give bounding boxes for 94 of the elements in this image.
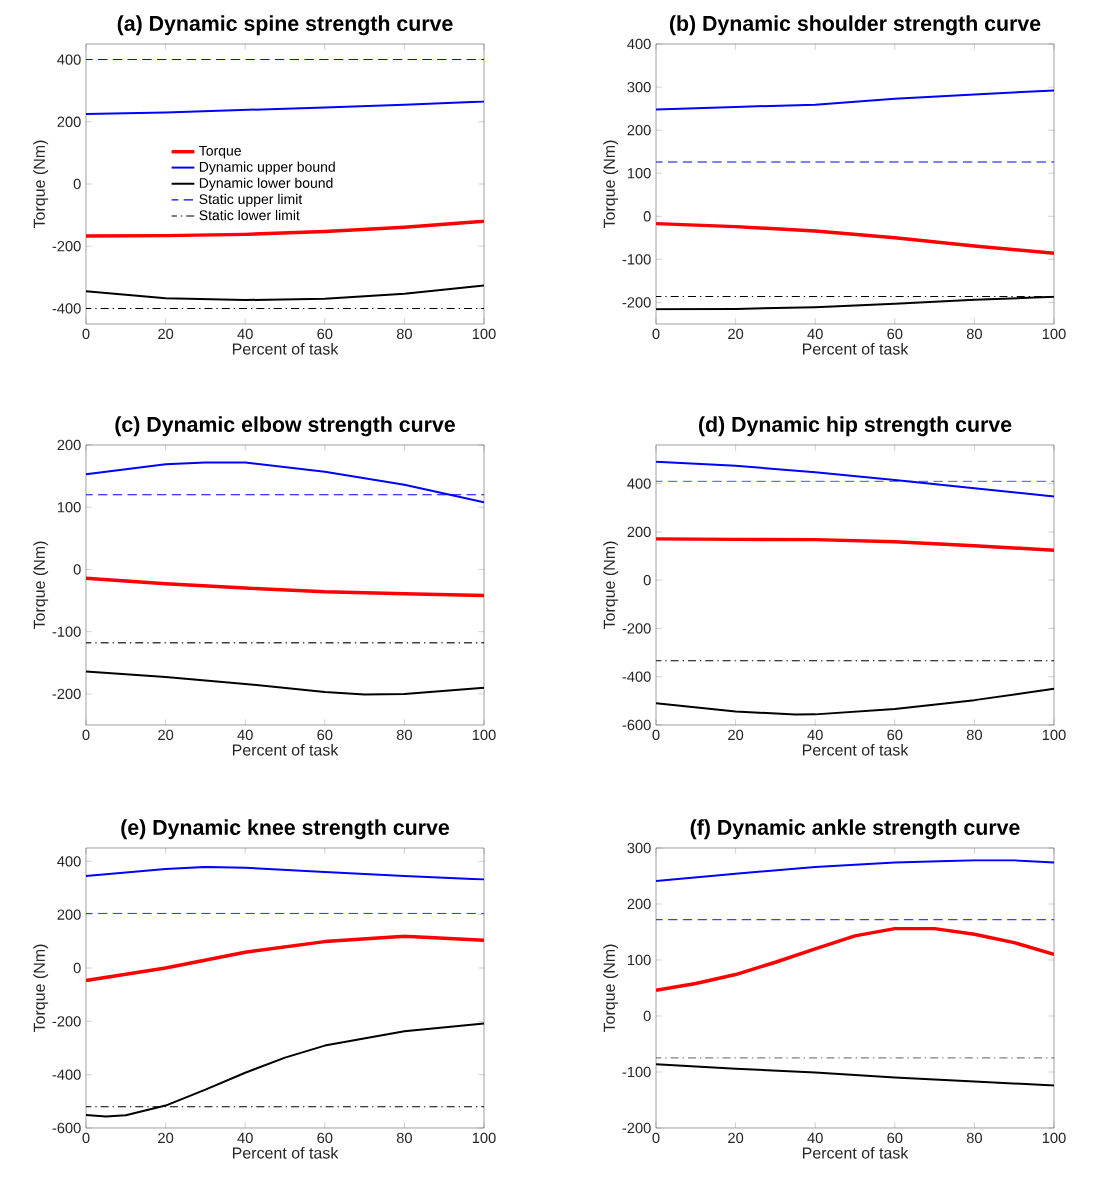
x-tick-label: 40 <box>237 729 253 741</box>
x-tick-label: 40 <box>807 729 823 741</box>
x-tick-label: 0 <box>82 1132 90 1144</box>
x-axis-title: Percent of task <box>232 1146 339 1159</box>
x-tick-label: 40 <box>807 328 823 340</box>
x-tick-label: 60 <box>317 328 333 340</box>
chart-title: (c) Dynamic elbow strength curve <box>115 416 455 437</box>
x-tick-label: 80 <box>396 1132 412 1144</box>
y-tick-label: -200 <box>52 241 81 252</box>
chart-title: (b) Dynamic shoulder strength curve <box>669 15 1041 36</box>
legend-label: Dynamic upper bound <box>199 161 335 175</box>
y-tick-label: -200 <box>52 1016 81 1027</box>
y-axis-title: Torque (Nm) <box>33 944 49 1033</box>
y-tick-label: 400 <box>627 478 651 489</box>
y-tick-label: 300 <box>627 842 651 854</box>
y-tick-label: 400 <box>57 856 81 867</box>
y-tick-label: -100 <box>622 254 651 265</box>
x-axis-title: Percent of task <box>232 342 339 355</box>
chart-title: (a) Dynamic spine strength curve <box>117 15 453 36</box>
x-tick-label: 100 <box>472 729 496 741</box>
x-tick-label: 0 <box>652 1132 660 1144</box>
x-tick-label: 60 <box>887 328 903 340</box>
y-tick-label: 100 <box>627 168 651 179</box>
x-tick-label: 100 <box>1042 729 1066 741</box>
x-tick-label: 60 <box>317 729 333 741</box>
x-tick-label: 40 <box>237 1132 253 1144</box>
x-axis-title: Percent of task <box>802 342 909 355</box>
x-axis-title: Percent of task <box>232 743 339 756</box>
x-tick-label: 100 <box>472 328 496 340</box>
y-tick-label: 200 <box>57 116 81 127</box>
y-tick-label: 0 <box>73 962 81 974</box>
y-tick-label: -600 <box>622 719 651 731</box>
y-tick-label: 100 <box>57 502 81 513</box>
y-tick-label: -600 <box>52 1122 81 1134</box>
legend-label: Static upper limit <box>199 193 303 207</box>
y-tick-label: 200 <box>57 439 81 451</box>
y-tick-label: -200 <box>622 623 651 634</box>
y-tick-label: 0 <box>643 574 651 586</box>
y-tick-label: -200 <box>622 297 651 308</box>
y-axis-title: Torque (Nm) <box>33 541 49 630</box>
x-tick-label: 20 <box>158 328 174 340</box>
y-axis-title: Torque (Nm) <box>603 541 619 630</box>
x-tick-label: 100 <box>1042 328 1066 340</box>
x-tick-label: 60 <box>317 1132 333 1144</box>
x-tick-label: 60 <box>887 1132 903 1144</box>
y-tick-label: -200 <box>52 688 81 700</box>
x-tick-label: 80 <box>966 729 982 741</box>
y-tick-label: -100 <box>622 1066 651 1078</box>
x-tick-label: 80 <box>966 1132 982 1144</box>
x-tick-label: 0 <box>652 729 660 741</box>
y-tick-label: 0 <box>643 211 651 222</box>
y-tick-label: 200 <box>627 526 651 538</box>
y-tick-label: 400 <box>57 54 81 65</box>
y-tick-label: 0 <box>73 178 81 190</box>
x-tick-label: 20 <box>158 729 174 741</box>
x-tick-label: 80 <box>396 328 412 340</box>
y-tick-label: 0 <box>643 1010 651 1022</box>
y-tick-label: 200 <box>627 124 651 136</box>
y-tick-label: -400 <box>52 1069 81 1080</box>
y-tick-label: -400 <box>622 671 651 682</box>
x-tick-label: 80 <box>396 729 412 741</box>
y-tick-label: -400 <box>52 303 81 314</box>
y-tick-label: 200 <box>627 898 651 910</box>
y-axis-title: Torque (Nm) <box>33 140 49 229</box>
x-axis-title: Percent of task <box>802 1146 909 1159</box>
y-tick-label: 0 <box>73 564 81 575</box>
y-axis-title: Torque (Nm) <box>603 944 619 1033</box>
x-tick-label: 20 <box>158 1132 174 1144</box>
chart-title: (d) Dynamic hip strength curve <box>699 416 1012 437</box>
x-tick-label: 20 <box>728 1132 744 1144</box>
x-tick-label: 100 <box>1042 1132 1066 1144</box>
x-tick-label: 60 <box>887 729 903 741</box>
x-tick-label: 20 <box>728 729 744 741</box>
x-axis-title: Percent of task <box>802 743 909 756</box>
legend-label: Static lower limit <box>199 209 300 221</box>
x-tick-label: 0 <box>82 729 90 741</box>
chart-title: (f) Dynamic ankle strength curve <box>690 819 1020 840</box>
x-tick-label: 100 <box>472 1132 496 1144</box>
x-tick-label: 0 <box>652 328 660 340</box>
chart-title: (e) Dynamic knee strength curve <box>121 819 450 840</box>
legend-label: Torque <box>199 145 241 159</box>
legend-label: Dynamic lower bound <box>199 177 333 191</box>
y-tick-label: -200 <box>622 1122 651 1134</box>
x-tick-label: 20 <box>728 328 744 340</box>
y-tick-label: 300 <box>627 81 651 93</box>
y-tick-label: 400 <box>627 38 651 50</box>
x-tick-label: 40 <box>807 1132 823 1144</box>
y-tick-label: 100 <box>627 954 651 966</box>
x-tick-label: 80 <box>966 328 982 340</box>
y-axis-title: Torque (Nm) <box>603 140 619 229</box>
y-tick-label: 200 <box>57 909 81 920</box>
x-tick-label: 40 <box>237 328 253 340</box>
y-tick-label: -100 <box>52 626 81 637</box>
x-tick-label: 0 <box>82 328 90 340</box>
